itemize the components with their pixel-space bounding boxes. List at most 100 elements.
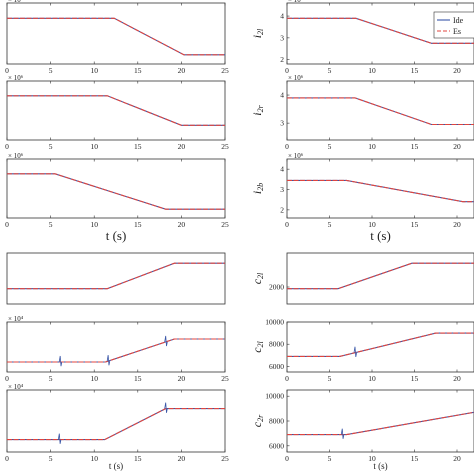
legend-entry-estimated: Es: [453, 27, 461, 36]
x-tick-label: 20: [453, 142, 461, 151]
axis-exponent: × 10⁶: [288, 0, 304, 4]
y-tick-label: 2000: [269, 283, 284, 292]
x-tick-label: 10: [368, 374, 376, 383]
x-tick-label: 20: [178, 66, 186, 75]
y-tick-label: 8000: [269, 417, 284, 426]
y-axis-label: i2l: [250, 28, 265, 38]
y-axis-label: c2l: [250, 272, 265, 284]
y-tick-label: 6000: [269, 362, 284, 371]
x-tick-label: 10: [90, 374, 98, 383]
x-tick-label: 5: [328, 66, 332, 75]
subplot-r5: 0 5 10 15 20 6000 8000 10000 c2l: [250, 318, 474, 383]
series-estimated-line: [7, 338, 225, 363]
x-tick-label: 20: [178, 220, 186, 229]
plot-frame: [286, 80, 474, 141]
x-tick-label: 20: [178, 454, 186, 463]
y-tick-label: 6000: [269, 441, 284, 450]
axis-exponent: × 10⁴: [8, 315, 24, 323]
transient-spike: [57, 433, 62, 444]
x-tick-label: 0: [5, 142, 9, 151]
x-tick-label: 5: [328, 220, 332, 229]
x-tick-label: 15: [134, 220, 142, 229]
x-tick-label: 15: [411, 142, 419, 151]
y-tick-label: 4: [280, 165, 284, 174]
transient-spike: [106, 355, 111, 366]
subplot-r6: 0 5 10 15 20 6000 8000 10000 t (s) c2r: [250, 389, 474, 471]
x-tick-label: 25: [221, 374, 229, 383]
x-tick-label: 20: [178, 374, 186, 383]
y-tick-label: 3: [280, 119, 284, 128]
plot-frame: [6, 158, 226, 219]
x-axis-label: t (s): [109, 461, 123, 471]
series-estimated-line: [7, 173, 225, 210]
x-tick-label: 5: [49, 66, 53, 75]
y-tick-label: 10000: [265, 392, 284, 401]
x-tick-label: 10: [90, 142, 98, 151]
y-tick-label: 4: [280, 91, 284, 100]
x-tick-label: 5: [328, 454, 332, 463]
subplot-l1: 0 5 10 15 20 25 × 10⁶: [5, 0, 229, 75]
x-tick-label: 20: [453, 66, 461, 75]
series-estimated-line: [287, 97, 474, 126]
series-estimated-line: [7, 95, 225, 126]
x-tick-label: 10: [90, 220, 98, 229]
transient-spike: [164, 402, 168, 413]
x-tick-label: 10: [368, 142, 376, 151]
subplot-l5: 0 5 10 15 20 25 × 10⁴: [5, 315, 229, 383]
plot-frame: [6, 321, 226, 373]
axis-exponent: × 10⁶: [8, 74, 24, 82]
x-tick-label: 5: [49, 220, 53, 229]
x-tick-label: 5: [49, 374, 53, 383]
series-estimated-line: [287, 262, 474, 290]
x-tick-label: 10: [90, 454, 98, 463]
subplot-r2: 0 5 10 15 20 3 4 × 10⁶ i2r: [250, 74, 474, 151]
x-tick-label: 5: [328, 142, 332, 151]
axis-exponent: × 10⁶: [288, 152, 304, 160]
x-tick-label: 5: [49, 454, 53, 463]
x-tick-label: 15: [134, 142, 142, 151]
subplot-l4: [6, 252, 226, 305]
y-tick-label: 3: [280, 33, 284, 42]
transient-spike: [340, 428, 345, 439]
x-tick-label: 10: [368, 220, 376, 229]
x-tick-label: 5: [49, 142, 53, 151]
x-tick-label: 15: [134, 374, 142, 383]
x-tick-label: 0: [5, 66, 9, 75]
subplot-l3: 0 5 10 15 20 25 × 10⁶ t (s): [5, 152, 229, 243]
x-tick-label: 20: [453, 220, 461, 229]
x-tick-label: 10: [90, 66, 98, 75]
x-tick-label: 25: [221, 220, 229, 229]
x-axis-label: t (s): [370, 228, 391, 243]
legend-entry-ideal: Ide: [453, 16, 464, 25]
transient-spike: [353, 346, 357, 358]
x-tick-label: 0: [285, 66, 289, 75]
y-axis-label: c2r: [250, 414, 265, 427]
legend-box: [433, 11, 474, 39]
subplot-r3: 0 5 10 15 20 2 3 4 × 10⁶ t (s) i2b: [250, 152, 474, 243]
y-tick-label: 8000: [269, 340, 284, 349]
x-axis-label: t (s): [106, 228, 127, 243]
plot-frame: [6, 252, 226, 305]
y-tick-label: 10000: [265, 318, 284, 327]
x-tick-label: 0: [285, 454, 289, 463]
x-tick-label: 5: [328, 374, 332, 383]
x-tick-label: 0: [5, 454, 9, 463]
x-tick-label: 0: [285, 142, 289, 151]
x-tick-label: 20: [453, 374, 461, 383]
series-estimated-line: [7, 262, 225, 290]
plot-frame: [286, 389, 474, 453]
plot-frame: [286, 252, 474, 305]
series-estimated-line: [7, 17, 225, 56]
x-tick-label: 20: [178, 142, 186, 151]
y-tick-label: 2: [280, 205, 284, 214]
transient-spike: [164, 335, 168, 347]
transient-spike: [58, 355, 63, 367]
x-tick-label: 0: [285, 220, 289, 229]
axis-exponent: × 10⁶: [288, 74, 304, 82]
x-tick-label: 0: [5, 220, 9, 229]
legend: Ide Es: [433, 11, 474, 39]
y-axis-label: i2r: [250, 104, 265, 115]
x-tick-label: 25: [221, 142, 229, 151]
plot-frame: [6, 389, 226, 453]
